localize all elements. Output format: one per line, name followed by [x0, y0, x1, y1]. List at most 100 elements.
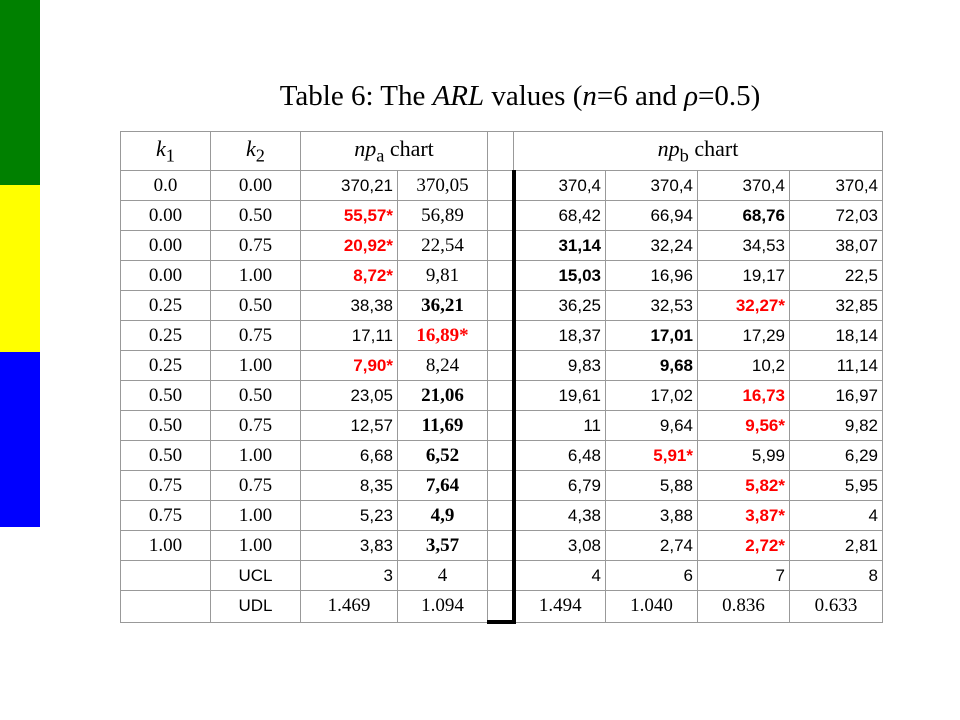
- table-cell: 1.494: [513, 590, 606, 623]
- table-cell: 9,64: [605, 410, 698, 441]
- table-cell: 5,88: [605, 470, 698, 501]
- table-cell: 21,06: [397, 380, 488, 411]
- table-cell: 8: [789, 560, 883, 591]
- symbol: k: [246, 135, 256, 161]
- table-cell: 0.50: [210, 380, 301, 411]
- table-cell: 11: [513, 410, 606, 441]
- table: k1 k2 npa chart npb chart 0.0 0.00 370,21 3…: [120, 131, 883, 624]
- table-cell: 0.633: [789, 590, 883, 623]
- header-cell: npb chart: [513, 131, 883, 171]
- table-cell: 3: [300, 560, 398, 591]
- header-cell: k2: [210, 131, 301, 171]
- table-cell: 4,38: [513, 500, 606, 531]
- table-cell: 0.50: [120, 380, 211, 411]
- table-cell: 1.00: [210, 260, 301, 291]
- table-cell: 6: [605, 560, 698, 591]
- title-text: n: [582, 80, 597, 112]
- table-cell: 36,25: [513, 290, 606, 321]
- table-cell: 38,38: [300, 290, 398, 321]
- table-cell: 3,08: [513, 530, 606, 561]
- gap-cell: [487, 200, 516, 231]
- table-cell: 10,2: [697, 350, 790, 381]
- table-cell: 4: [513, 560, 606, 591]
- table-cell: 36,21: [397, 290, 488, 321]
- table-cell: 5,99: [697, 440, 790, 471]
- table-cell: 12,57: [300, 410, 398, 441]
- title: Table 6: The ARL values (n=6 and ρ=0.5): [120, 80, 920, 113]
- table-cell: 16,73: [697, 380, 790, 411]
- gap-cell: [487, 350, 516, 381]
- table-cell: 68,42: [513, 200, 606, 231]
- table-cell: 1.00: [210, 500, 301, 531]
- table-cell: 2,72*: [697, 530, 790, 561]
- table-row: 0.50 0.50 23,05 21,06 19,61 17,02 16,73 16,97: [120, 380, 883, 411]
- table-cell: 6,68: [300, 440, 398, 471]
- table-cell: 3,83: [300, 530, 398, 561]
- header-cell: npa chart: [300, 131, 488, 171]
- gap-cell: [487, 470, 516, 501]
- table-cell: 22,5: [789, 260, 883, 291]
- table-cell: 2,81: [789, 530, 883, 561]
- table-cell: 0.0: [120, 170, 211, 201]
- table-cell: 0.836: [697, 590, 790, 623]
- symbol: k: [156, 135, 166, 161]
- table-cell: 0.00: [120, 200, 211, 231]
- table-row: 0.00 1.00 8,72* 9,81 15,03 16,96 19,17 22,5: [120, 260, 883, 291]
- header-row: k1 k2 npa chart npb chart: [120, 131, 883, 171]
- table-cell: 6,48: [513, 440, 606, 471]
- header-cell: k1: [120, 131, 211, 171]
- table-cell: 0.50: [210, 200, 301, 231]
- table-cell: 16,96: [605, 260, 698, 291]
- table-cell: 32,24: [605, 230, 698, 261]
- table-cell: 19,17: [697, 260, 790, 291]
- table-cell: 72,03: [789, 200, 883, 231]
- table-cell: 1.00: [120, 530, 211, 561]
- table-cell: 9,81: [397, 260, 488, 291]
- table-cell: 3,88: [605, 500, 698, 531]
- table-cell: 0.75: [210, 320, 301, 351]
- table-cell: 18,14: [789, 320, 883, 351]
- gap-cell: [487, 260, 516, 291]
- table-cell: 16,89*: [397, 320, 488, 351]
- table-row: 0.50 1.00 6,68 6,52 6,48 5,91* 5,99 6,29: [120, 440, 883, 471]
- gap-cell: [487, 590, 516, 624]
- table-cell: 11,14: [789, 350, 883, 381]
- table-cell: 6,79: [513, 470, 606, 501]
- table-cell: 1.469: [300, 590, 398, 623]
- table-cell: 7: [697, 560, 790, 591]
- table-cell: 0.75: [210, 410, 301, 441]
- header-text: chart: [694, 135, 739, 161]
- symbol: np: [657, 135, 680, 161]
- title-text: Table 6: The: [279, 80, 433, 112]
- table-cell: 370,4: [605, 170, 698, 201]
- table-cell: 8,35: [300, 470, 398, 501]
- table-cell: 0.50: [120, 440, 211, 471]
- table-cell: 370,4: [697, 170, 790, 201]
- table-row: 0.75 1.00 5,23 4,9 4,38 3,88 3,87* 4: [120, 500, 883, 531]
- table-cell: 5,91*: [605, 440, 698, 471]
- table-cell: 66,94: [605, 200, 698, 231]
- table-row: 1.00 1.00 3,83 3,57 3,08 2,74 2,72* 2,81: [120, 530, 883, 561]
- table-cell: 9,83: [513, 350, 606, 381]
- table-cell: [120, 560, 211, 591]
- table-row: 0.25 0.50 38,38 36,21 36,25 32,53 32,27* 32,85: [120, 290, 883, 321]
- table-cell: 56,89: [397, 200, 488, 231]
- table-cell: 0.50: [120, 410, 211, 441]
- gap-cell: [487, 230, 516, 261]
- table-cell: 5,95: [789, 470, 883, 501]
- table-cell: 370,21: [300, 170, 398, 201]
- gap-cell: [487, 170, 516, 201]
- table-cell: 9,68: [605, 350, 698, 381]
- table-cell: 7,90*: [300, 350, 398, 381]
- table-cell: 32,27*: [697, 290, 790, 321]
- table-cell: 4,9: [397, 500, 488, 531]
- yellow-bar: [0, 185, 40, 352]
- table-cell: 1.040: [605, 590, 698, 623]
- table-cell: 370,4: [789, 170, 883, 201]
- title-text: =0.5): [698, 80, 761, 112]
- table-cell: 6,52: [397, 440, 488, 471]
- table-cell: 8,72*: [300, 260, 398, 291]
- subscript: 1: [165, 145, 175, 166]
- table-cell: 17,01: [605, 320, 698, 351]
